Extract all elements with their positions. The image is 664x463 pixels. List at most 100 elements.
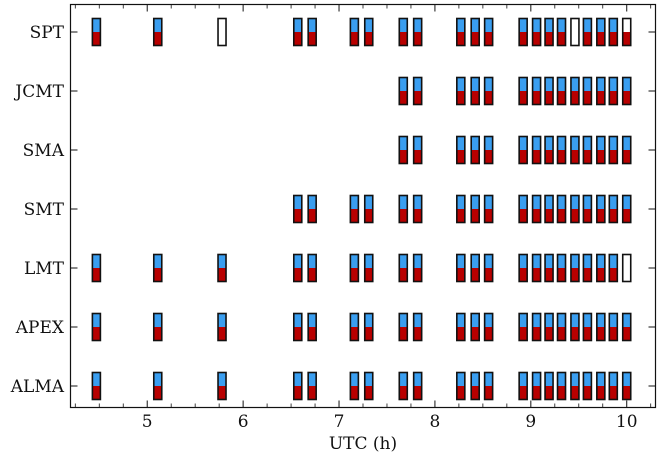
scan-bottom-half	[519, 327, 528, 341]
scan-outline	[483, 17, 494, 47]
scan-top-half	[532, 254, 541, 268]
scan-outline	[412, 312, 423, 342]
scan-top-half	[519, 136, 528, 150]
scan-outline	[596, 371, 606, 401]
scan-mark	[570, 253, 580, 283]
scan-outline	[363, 312, 374, 342]
scan-outline	[349, 194, 360, 224]
scan-mark	[518, 194, 528, 224]
scan-bottom-half	[484, 209, 493, 223]
scan-bottom-half	[532, 268, 541, 282]
scan-mark	[531, 371, 542, 401]
scan-mark	[412, 371, 423, 401]
scan-mark	[412, 253, 423, 283]
scan-bottom-half	[583, 268, 592, 282]
scan-bottom-half	[596, 32, 605, 46]
scan-outline	[483, 194, 494, 224]
scan-outline	[582, 194, 593, 224]
scan-outline	[544, 194, 554, 224]
scan-bottom-half	[583, 209, 592, 223]
scan-bottom-half	[293, 327, 302, 341]
scan-mark	[152, 17, 163, 47]
scan-bottom-half	[622, 91, 631, 105]
scan-top-half	[545, 254, 554, 268]
scan-top-half	[545, 313, 554, 327]
scan-outline	[217, 253, 227, 283]
scan-top-half	[471, 313, 480, 327]
scan-top-half	[609, 372, 618, 386]
scan-bottom-half	[413, 91, 422, 105]
scan-mark	[398, 135, 409, 165]
scan-outline	[544, 17, 554, 47]
scan-top-half	[350, 372, 359, 386]
scan-top-half	[519, 18, 528, 32]
scan-top-half	[471, 77, 480, 91]
scan-bottom-half	[484, 268, 493, 282]
scan-bottom-half	[532, 32, 541, 46]
x-tick-label: 6	[238, 412, 249, 432]
scan-mark	[531, 312, 542, 342]
scan-bottom-half	[609, 32, 618, 46]
scan-outline	[570, 194, 580, 224]
scan-outline	[531, 135, 542, 165]
scan-top-half	[583, 254, 592, 268]
scan-mark	[544, 17, 554, 47]
scan-mark	[531, 135, 542, 165]
scan-bottom-half	[570, 268, 579, 282]
scan-outline	[307, 312, 317, 342]
scan-bottom-half	[456, 386, 465, 400]
scan-bottom-half	[609, 150, 618, 164]
scan-mark	[621, 76, 632, 106]
scan-top-half	[484, 313, 493, 327]
scan-top-half	[609, 136, 618, 150]
scan-bottom-half	[364, 268, 373, 282]
scan-top-half	[308, 18, 317, 32]
scan-outline	[596, 17, 606, 47]
scan-top-half	[545, 77, 554, 91]
scan-top-half	[399, 254, 408, 268]
scan-outline	[307, 253, 317, 283]
scan-top-half	[364, 254, 373, 268]
scan-outline	[456, 253, 466, 283]
scan-outline	[91, 17, 102, 47]
scan-top-half	[92, 18, 101, 32]
scan-outline	[470, 253, 481, 283]
scan-bottom-half	[293, 268, 302, 282]
scan-top-half	[456, 254, 465, 268]
scan-mark	[470, 312, 481, 342]
scan-outline	[470, 194, 481, 224]
scan-bottom-half	[596, 386, 605, 400]
station-label: ALMA	[10, 377, 65, 397]
scan-bottom-half	[471, 268, 480, 282]
scan-top-half	[545, 136, 554, 150]
scan-bottom-half	[399, 209, 408, 223]
scan-mark	[608, 135, 619, 165]
scan-bottom-half	[350, 32, 359, 46]
scan-mark	[483, 253, 494, 283]
scan-bottom-half	[308, 209, 317, 223]
scan-mark	[349, 17, 360, 47]
scan-top-half	[622, 77, 631, 91]
scan-bottom-half	[413, 327, 422, 341]
scan-top-half	[471, 136, 480, 150]
scan-bottom-half	[570, 386, 579, 400]
x-tick-label: 10	[616, 412, 638, 432]
scan-mark	[570, 17, 580, 47]
scan-top-half	[583, 18, 592, 32]
scan-bottom-half	[92, 32, 101, 46]
scan-bottom-half	[364, 32, 373, 46]
scan-top-half	[364, 18, 373, 32]
scan-bottom-half	[350, 209, 359, 223]
scan-mark	[518, 17, 528, 47]
scan-outline	[363, 371, 374, 401]
scan-mark	[470, 135, 481, 165]
scan-bottom-half	[350, 386, 359, 400]
scan-top-half	[622, 313, 631, 327]
scan-top-half	[596, 18, 605, 32]
scan-bottom-half	[596, 327, 605, 341]
scan-top-half	[570, 195, 579, 209]
scan-bottom-half	[557, 268, 566, 282]
scan-top-half	[350, 195, 359, 209]
scan-outline	[556, 312, 567, 342]
scan-outline	[582, 371, 593, 401]
